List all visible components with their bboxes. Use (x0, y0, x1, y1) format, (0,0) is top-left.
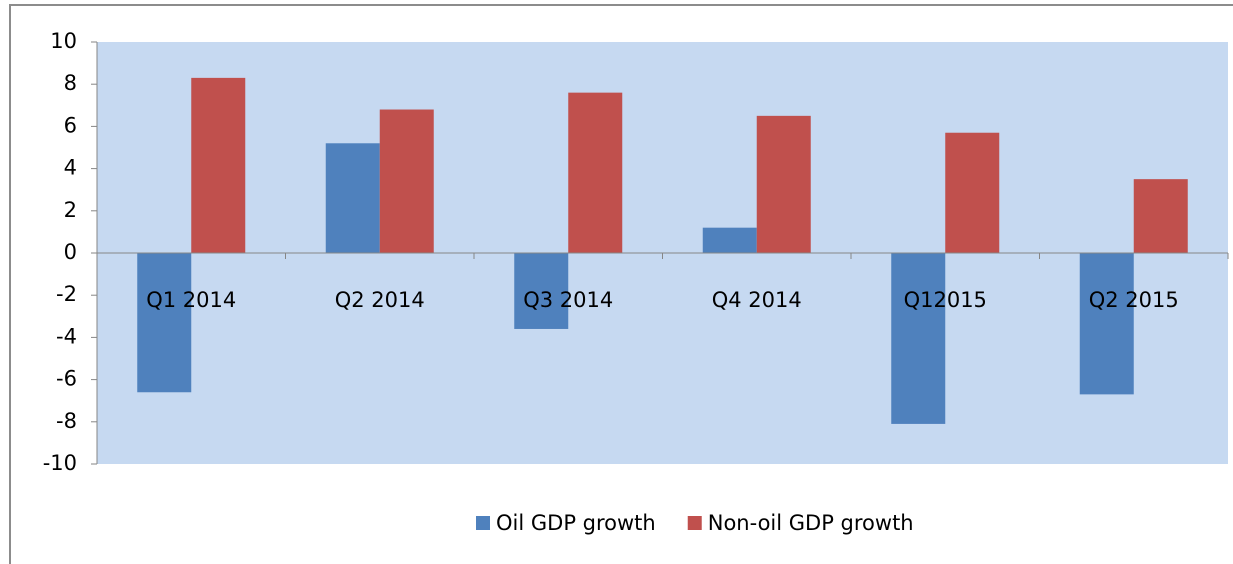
bar (891, 253, 946, 424)
y-tick-label: -2 (56, 282, 77, 306)
bar (756, 115, 811, 253)
bar (514, 253, 569, 329)
bar (137, 253, 192, 393)
y-tick-label: -6 (56, 367, 77, 391)
bar (702, 227, 757, 253)
x-tick-label: Q1 2014 (146, 288, 236, 312)
x-tick-label: Q4 2014 (712, 288, 802, 312)
y-tick-label: 8 (64, 71, 77, 95)
y-tick-label: 6 (64, 113, 77, 137)
y-tick-label: -8 (56, 409, 77, 433)
bar (1079, 253, 1134, 395)
legend-swatch (476, 516, 490, 530)
x-tick-label: Q2 2015 (1089, 288, 1179, 312)
x-tick-label: Q12015 (904, 288, 987, 312)
y-tick-label: -10 (43, 451, 77, 475)
y-tick-label: 4 (64, 156, 77, 180)
legend-label: Oil GDP growth (496, 511, 656, 535)
legend-swatch (687, 516, 702, 530)
bar (945, 132, 1000, 253)
bar (1133, 179, 1188, 253)
bar (568, 92, 623, 253)
legend-label: Non-oil GDP growth (708, 511, 914, 535)
bar (191, 77, 246, 254)
y-tick-label: 2 (64, 198, 77, 222)
bar (325, 143, 380, 253)
y-tick-label: -4 (56, 324, 77, 348)
y-tick-label: 10 (50, 29, 77, 53)
bar (379, 109, 434, 254)
x-tick-label: Q3 2014 (523, 288, 613, 312)
x-tick-label: Q2 2014 (335, 288, 425, 312)
y-tick-label: 0 (64, 240, 77, 264)
